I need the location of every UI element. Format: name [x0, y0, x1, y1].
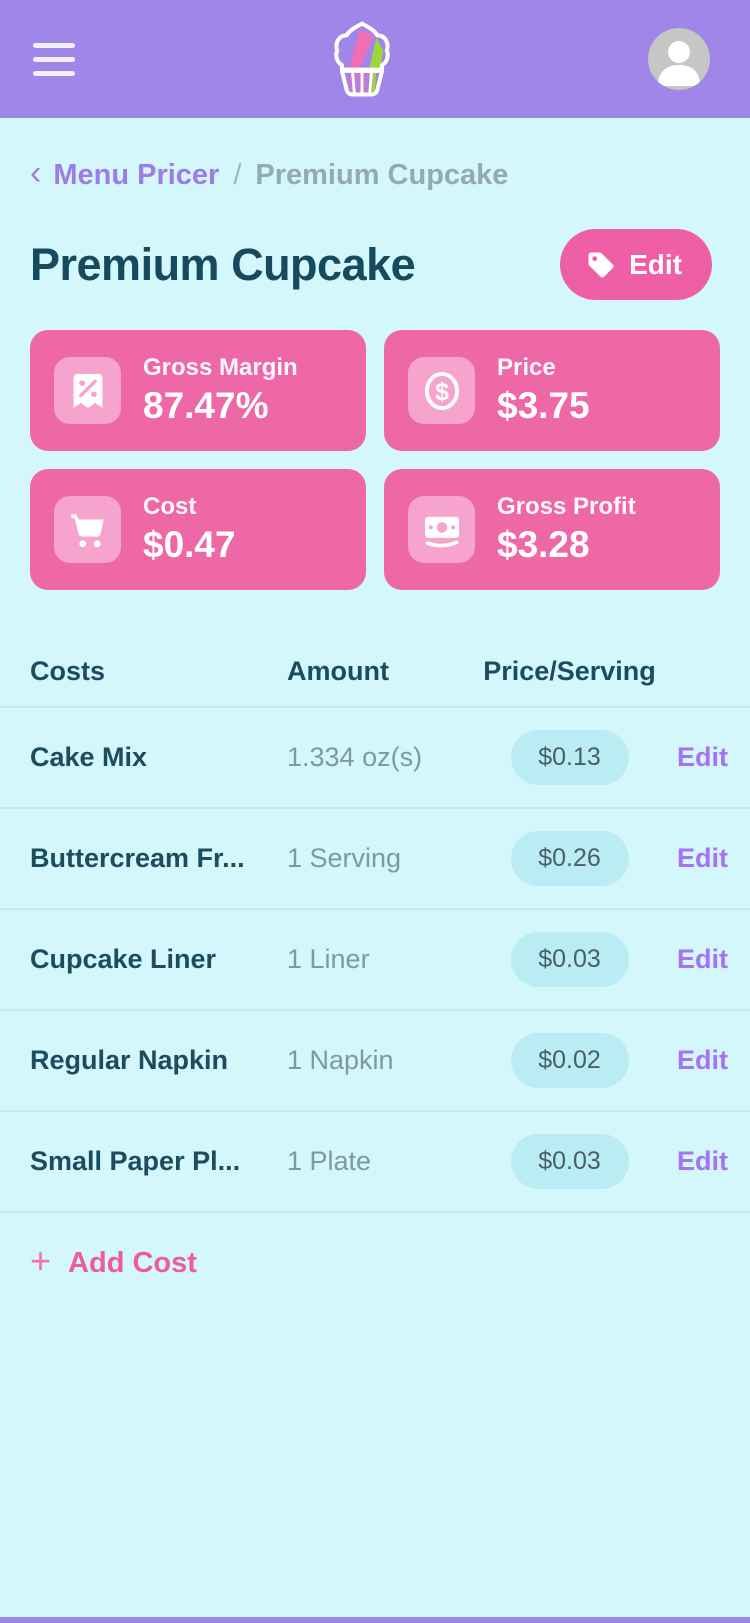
breadcrumb-separator: /	[233, 159, 242, 191]
row-edit-link[interactable]: Edit	[677, 1045, 728, 1075]
edit-item-button[interactable]: Edit	[560, 229, 712, 300]
price-badge: $0.02	[510, 1033, 629, 1088]
table-row: Cake Mix 1.334 oz(s) $0.13 Edit	[0, 706, 750, 807]
row-edit-link[interactable]: Edit	[677, 742, 728, 772]
user-avatar[interactable]	[648, 28, 710, 90]
cost-amount: 1 Napkin	[287, 1045, 394, 1075]
cupcake-logo-icon	[333, 21, 390, 97]
stat-value: $3.75	[497, 385, 590, 426]
hamburger-menu-icon[interactable]	[33, 42, 75, 76]
breadcrumb-current: Premium Cupcake	[255, 159, 509, 191]
column-header-costs: Costs	[30, 655, 106, 686]
cost-amount: 1 Liner	[287, 944, 370, 974]
price-badge: $0.03	[510, 932, 629, 987]
row-edit-link[interactable]: Edit	[677, 843, 728, 873]
stat-label: Gross Profit	[497, 493, 636, 520]
table-row: Small Paper Pl... 1 Plate $0.03 Edit	[0, 1110, 750, 1211]
table-row: Buttercream Fr... 1 Serving $0.26 Edit	[0, 807, 750, 908]
stat-value: $3.28	[497, 524, 590, 565]
row-edit-link[interactable]: Edit	[677, 1146, 728, 1176]
table-row: Regular Napkin 1 Napkin $0.02 Edit	[0, 1009, 750, 1110]
percent-ticket-icon	[54, 357, 121, 424]
main-content: ‹ Menu Pricer / Premium Cupcake Premium …	[0, 154, 750, 590]
add-cost-label: Add Cost	[68, 1246, 197, 1279]
bottom-accent-bar	[0, 1617, 750, 1623]
cost-name: Small Paper Pl...	[30, 1146, 241, 1176]
cost-name: Cupcake Liner	[30, 944, 217, 974]
table-header-row: Costs Amount Price/Serving	[0, 636, 750, 706]
table-row: Cupcake Liner 1 Liner $0.03 Edit	[0, 908, 750, 1009]
cost-amount: 1.334 oz(s)	[287, 742, 423, 772]
column-header-price-serving: Price/Serving	[483, 655, 656, 686]
costs-table: Costs Amount Price/Serving Cake Mix 1.33…	[0, 636, 750, 1313]
page-title: Premium Cupcake	[30, 238, 416, 290]
column-header-amount: Amount	[287, 655, 389, 686]
stat-card-gross-profit: Gross Profit $3.28	[384, 469, 720, 590]
stat-card-gross-margin: Gross Margin 87.47%	[30, 330, 366, 451]
plus-icon: +	[30, 1240, 52, 1281]
app-header	[0, 0, 750, 118]
add-cost-button[interactable]: + Add Cost	[0, 1211, 750, 1313]
stat-value: 87.47%	[143, 385, 269, 426]
price-badge: $0.26	[510, 831, 629, 886]
svg-text:$: $	[435, 378, 449, 406]
breadcrumb: ‹ Menu Pricer / Premium Cupcake	[30, 154, 720, 195]
cost-name: Cake Mix	[30, 742, 148, 772]
stat-card-price: $ Price $3.75	[384, 330, 720, 451]
stat-label: Gross Margin	[143, 354, 298, 381]
edit-button-label: Edit	[629, 248, 682, 280]
breadcrumb-back-label: Menu Pricer	[53, 159, 220, 191]
cost-name: Regular Napkin	[30, 1045, 229, 1075]
money-bill-icon	[408, 496, 475, 563]
breadcrumb-back-link[interactable]: ‹ Menu Pricer	[30, 154, 220, 195]
price-badge: $0.03	[510, 1134, 629, 1189]
stat-label: Price	[497, 354, 556, 381]
chevron-left-icon: ‹	[30, 154, 42, 192]
row-edit-link[interactable]: Edit	[677, 944, 728, 974]
tag-icon	[588, 252, 614, 277]
stat-value: $0.47	[143, 524, 236, 565]
cart-icon	[54, 496, 121, 563]
title-row: Premium Cupcake Edit	[30, 229, 720, 300]
cost-name: Buttercream Fr...	[30, 843, 245, 873]
dollar-circle-icon: $	[408, 357, 475, 424]
cost-amount: 1 Plate	[287, 1146, 372, 1176]
stat-label: Cost	[143, 493, 197, 520]
stat-card-cost: Cost $0.47	[30, 469, 366, 590]
stats-grid: Gross Margin 87.47% $ Price $3.75	[30, 330, 720, 590]
price-badge: $0.13	[510, 730, 629, 785]
cost-amount: 1 Serving	[287, 843, 402, 873]
